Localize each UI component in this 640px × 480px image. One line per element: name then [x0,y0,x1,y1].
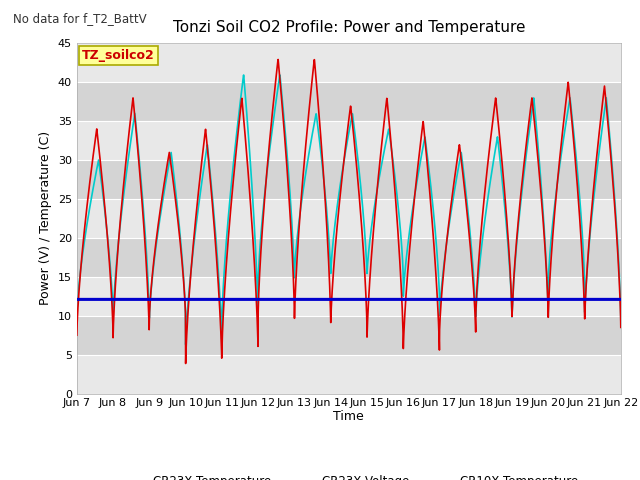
Bar [77,355,621,394]
Text: No data for f_T2_BattV: No data for f_T2_BattV [13,12,147,25]
Title: Tonzi Soil CO2 Profile: Power and Temperature: Tonzi Soil CO2 Profile: Power and Temper… [173,20,525,35]
Y-axis label: Power (V) / Temperature (C): Power (V) / Temperature (C) [39,132,52,305]
Bar [77,316,621,355]
Bar [77,277,621,316]
Bar [77,199,621,238]
Bar [77,82,621,121]
Bar [77,121,621,160]
Bar [77,238,621,277]
Legend: CR23X Temperature, CR23X Voltage, CR10X Temperature: CR23X Temperature, CR23X Voltage, CR10X … [115,470,583,480]
Bar [77,160,621,199]
X-axis label: Time: Time [333,410,364,423]
Bar [77,43,621,82]
Text: TZ_soilco2: TZ_soilco2 [82,49,155,62]
